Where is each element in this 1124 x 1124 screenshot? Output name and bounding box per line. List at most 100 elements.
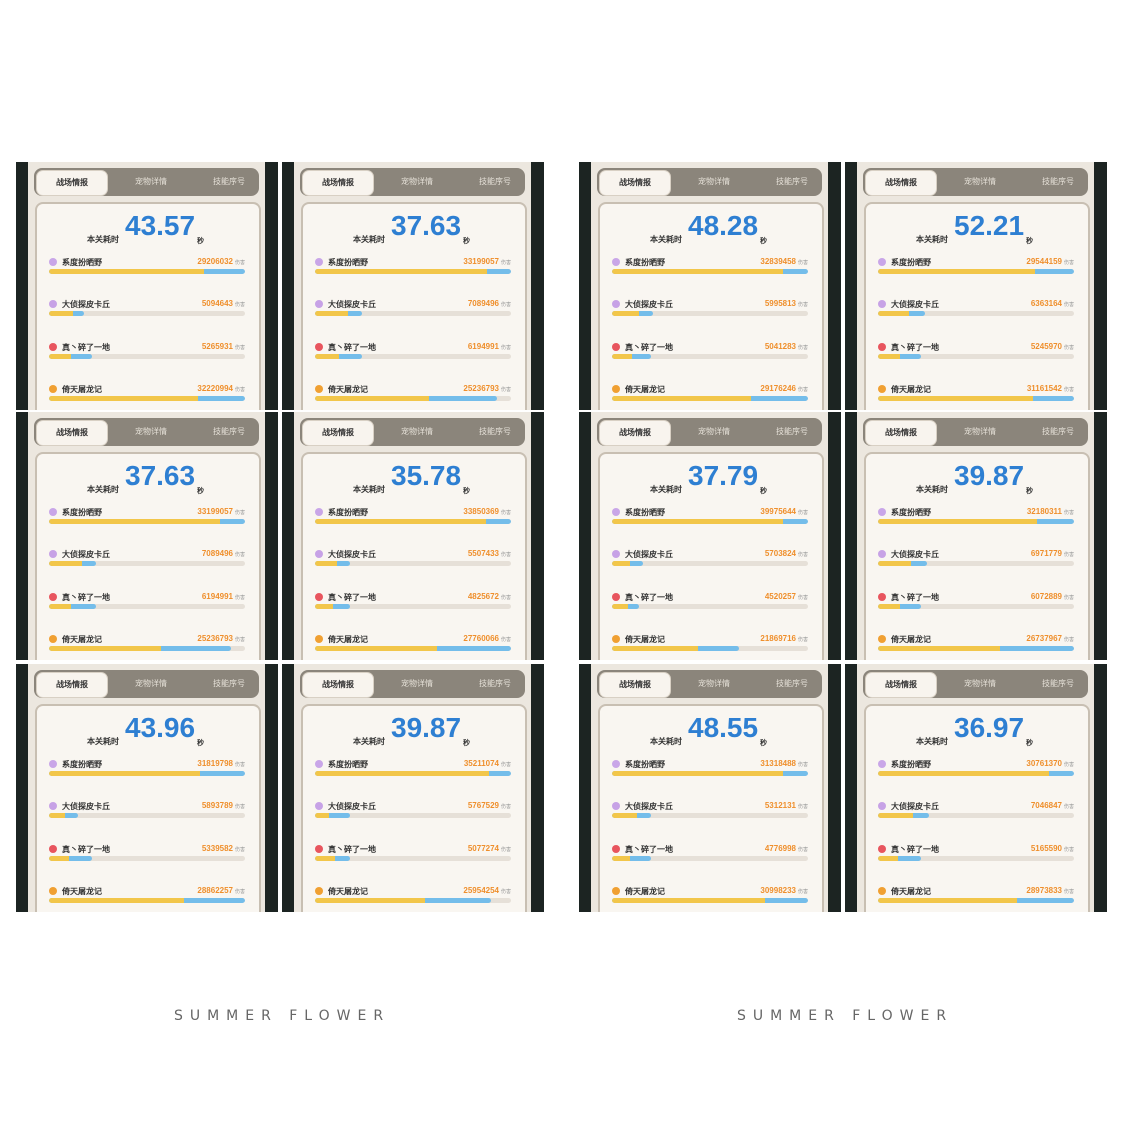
tab-pet-details[interactable]: 宠物详情 — [964, 177, 996, 186]
damage-bar — [878, 646, 1074, 651]
damage-value: 4520257 — [764, 592, 796, 601]
damage-unit: 伤害 — [500, 260, 511, 266]
damage-bar-primary — [878, 311, 910, 316]
tab-battle-info[interactable]: 战场情报 — [302, 420, 374, 446]
battle-stats-card: 本关耗时 37.79 秒 系度扮晒野 39975644 伤害 大侦探皮卡丘 5703… — [598, 452, 824, 660]
tab-battle-info[interactable]: 战场情报 — [865, 420, 937, 446]
tab-skill-order[interactable]: 技能序号 — [479, 177, 511, 186]
tab-skill-order[interactable]: 技能序号 — [213, 177, 245, 186]
tab-pet-details[interactable]: 宠物详情 — [698, 679, 730, 688]
damage-unit: 伤害 — [797, 552, 808, 558]
tab-pet-details[interactable]: 宠物详情 — [401, 679, 433, 688]
orange-dragon-icon — [49, 385, 57, 393]
orange-dragon-icon — [315, 635, 323, 643]
purple-swirl-icon — [612, 760, 620, 768]
purple-swirl-icon — [315, 508, 323, 516]
damage-bar-secondary — [49, 856, 93, 861]
red-crab-icon — [49, 593, 57, 601]
tab-battle-info[interactable]: 战场情报 — [36, 420, 108, 446]
player-name: 系度扮晒野 — [625, 760, 665, 769]
tab-skill-order[interactable]: 技能序号 — [1042, 427, 1074, 436]
damage-bar — [315, 856, 511, 861]
orange-dragon-icon — [49, 635, 57, 643]
tab-bar: 战场情报 宠物详情 技能序号 — [597, 670, 822, 698]
damage-unit: 伤害 — [500, 595, 511, 601]
tab-skill-order[interactable]: 技能序号 — [776, 427, 808, 436]
damage-value: 7046847 — [1030, 801, 1062, 810]
tab-skill-order[interactable]: 技能序号 — [479, 679, 511, 688]
player-name: 系度扮晒野 — [62, 258, 102, 267]
battle-stats-card: 本关耗时 37.63 秒 系度扮晒野 33199057 伤害 大侦探皮卡丘 7089… — [35, 452, 261, 660]
tab-pet-details[interactable]: 宠物详情 — [698, 427, 730, 436]
damage-bar — [612, 396, 808, 401]
player-row: 系度扮晒野 33199057 伤害 — [49, 507, 245, 528]
panel-frame: 战场情报 宠物详情 技能序号 本关耗时 48.28 秒 系度扮晒野 32839458 伤害… — [591, 162, 828, 410]
damage-bar — [49, 396, 245, 401]
tab-bar: 战场情报 宠物详情 技能序号 — [300, 670, 525, 698]
red-crab-icon — [315, 593, 323, 601]
tab-skill-order[interactable]: 技能序号 — [1042, 679, 1074, 688]
tab-battle-info[interactable]: 战场情报 — [36, 672, 108, 698]
purple-pet-icon — [315, 550, 323, 558]
damage-bar — [49, 561, 245, 566]
tab-battle-info[interactable]: 战场情报 — [599, 420, 671, 446]
tab-pet-details[interactable]: 宠物详情 — [135, 679, 167, 688]
tab-battle-info[interactable]: 战场情报 — [36, 170, 108, 196]
clear-time: 43.57 — [125, 210, 196, 241]
damage-unit: 伤害 — [500, 804, 511, 810]
player-row: 大侦探皮卡丘 5507433 伤害 — [315, 549, 511, 570]
damage-value: 4825672 — [467, 592, 499, 601]
tab-pet-details[interactable]: 宠物详情 — [135, 177, 167, 186]
tab-bar: 战场情报 宠物详情 技能序号 — [34, 418, 259, 446]
player-name: 大侦探皮卡丘 — [62, 300, 110, 309]
player-name: 大侦探皮卡丘 — [62, 550, 110, 559]
damage-unit: 伤害 — [1063, 637, 1074, 643]
damage-unit: 伤害 — [1063, 345, 1074, 351]
damage-unit: 伤害 — [234, 847, 245, 853]
tab-battle-info[interactable]: 战场情报 — [865, 672, 937, 698]
seconds-label: 秒 — [760, 237, 767, 245]
tab-pet-details[interactable]: 宠物详情 — [964, 679, 996, 688]
player-row: 真丶碎了一地 4825672 伤害 — [315, 592, 511, 613]
red-crab-icon — [612, 343, 620, 351]
damage-unit: 伤害 — [234, 387, 245, 393]
damage-bar-primary — [878, 396, 1033, 401]
damage-bar — [315, 519, 511, 524]
tab-skill-order[interactable]: 技能序号 — [776, 177, 808, 186]
tab-battle-info[interactable]: 战场情报 — [599, 170, 671, 196]
damage-bar — [612, 646, 808, 651]
panel-frame: 战场情报 宠物详情 技能序号本关耗时 37.79 秒 系度扮晒野 39975644 伤害… — [591, 412, 828, 660]
damage-bar-primary — [49, 354, 71, 359]
tab-battle-info[interactable]: 战场情报 — [865, 170, 937, 196]
tab-battle-info[interactable]: 战场情报 — [302, 672, 374, 698]
tab-skill-order[interactable]: 技能序号 — [213, 427, 245, 436]
damage-bar-secondary — [49, 354, 93, 359]
tab-bar: 战场情报 宠物详情 技能序号 — [863, 418, 1088, 446]
player-row: 系度扮晒野 29206032 伤害 — [49, 257, 245, 278]
tab-pet-details[interactable]: 宠物详情 — [135, 427, 167, 436]
damage-bar-primary — [315, 856, 335, 861]
damage-bar-primary — [315, 269, 488, 274]
tab-pet-details[interactable]: 宠物详情 — [401, 177, 433, 186]
purple-pet-icon — [49, 300, 57, 308]
damage-bar-primary — [49, 604, 71, 609]
damage-bar-primary — [612, 898, 765, 903]
tab-skill-order[interactable]: 技能序号 — [479, 427, 511, 436]
damage-unit: 伤害 — [500, 510, 511, 516]
tab-battle-info[interactable]: 战场情报 — [302, 170, 374, 196]
player-name: 系度扮晒野 — [891, 508, 931, 517]
tab-pet-details[interactable]: 宠物详情 — [964, 427, 996, 436]
player-name: 真丶碎了一地 — [891, 845, 939, 854]
seconds-label: 秒 — [1026, 739, 1033, 747]
tab-pet-details[interactable]: 宠物详情 — [698, 177, 730, 186]
tab-skill-order[interactable]: 技能序号 — [213, 679, 245, 688]
clear-time: 52.21 — [954, 210, 1025, 241]
tab-skill-order[interactable]: 技能序号 — [776, 679, 808, 688]
battle-stats-card: 本关耗时 35.78 秒 系度扮晒野 33850369 伤害 大侦探皮卡丘 5507… — [301, 452, 527, 660]
damage-value: 5094643 — [201, 299, 233, 308]
tab-pet-details[interactable]: 宠物详情 — [401, 427, 433, 436]
tab-battle-info[interactable]: 战场情报 — [599, 672, 671, 698]
tab-skill-order[interactable]: 技能序号 — [1042, 177, 1074, 186]
damage-unit: 伤害 — [797, 637, 808, 643]
purple-pet-icon — [612, 300, 620, 308]
